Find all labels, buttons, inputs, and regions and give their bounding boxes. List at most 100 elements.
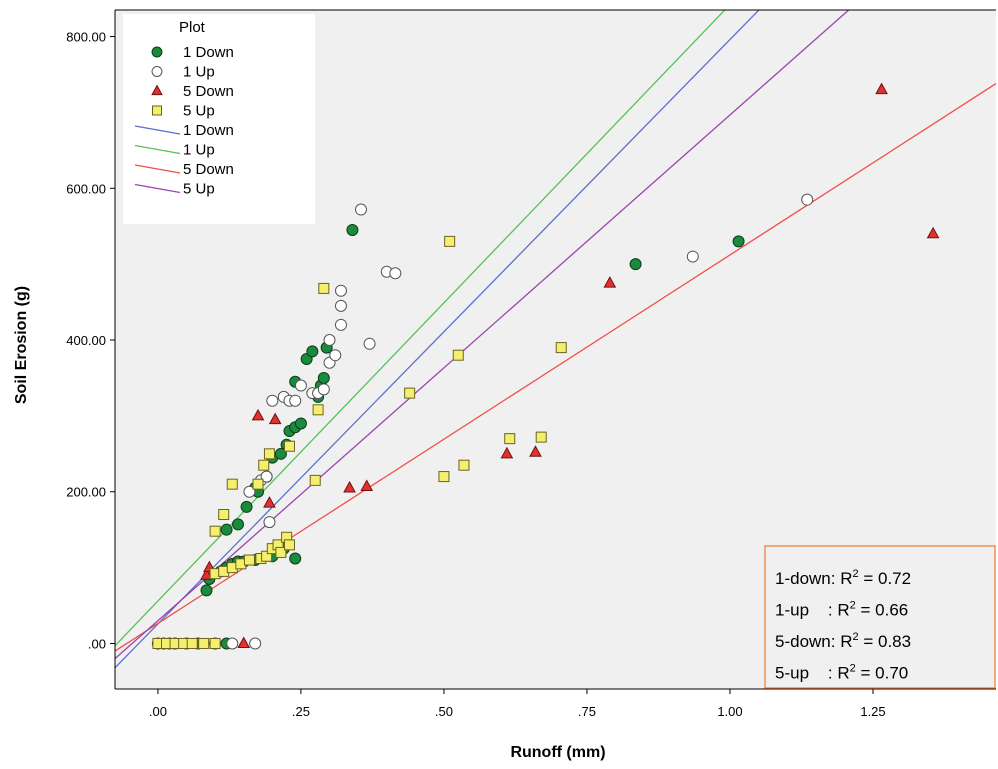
legend-marker-1-up-symbol bbox=[151, 66, 163, 77]
legend-line-5-down-symbol bbox=[134, 164, 181, 174]
legend-line-1-down-label: 1 Down bbox=[183, 122, 234, 139]
point-1-up bbox=[260, 470, 273, 483]
point-5-up bbox=[535, 431, 547, 443]
y-tick-label: .00 bbox=[88, 636, 106, 651]
legend-line-1-down-symbol bbox=[134, 125, 181, 135]
point-5-up bbox=[309, 474, 321, 486]
r2-annotation: 1-up : R2 = 0.66 bbox=[775, 600, 908, 620]
y-tick-label: 800.00 bbox=[66, 30, 106, 45]
point-1-down bbox=[306, 345, 319, 358]
point-5-up bbox=[504, 433, 516, 445]
point-1-down bbox=[294, 417, 307, 430]
point-1-up bbox=[317, 383, 330, 396]
point-1-down bbox=[274, 447, 287, 460]
point-5-up bbox=[555, 342, 567, 354]
point-5-up bbox=[318, 282, 330, 294]
point-5-up bbox=[458, 459, 470, 471]
legend-marker-1-up-label: 1 Up bbox=[183, 64, 215, 81]
point-5-up bbox=[252, 478, 264, 490]
legend-line-5-up-label: 5 Up bbox=[183, 181, 215, 198]
point-1-down bbox=[231, 518, 244, 531]
legend-marker-5-down-label: 5 Down bbox=[183, 83, 234, 100]
point-5-down bbox=[200, 568, 213, 580]
point-5-down bbox=[529, 445, 542, 457]
x-tick-label: .25 bbox=[292, 704, 310, 719]
y-tick-label: 400.00 bbox=[66, 333, 106, 348]
point-5-up bbox=[312, 404, 324, 416]
point-1-down bbox=[346, 224, 359, 237]
point-5-up bbox=[261, 550, 273, 562]
point-1-up bbox=[263, 516, 276, 529]
point-5-up bbox=[209, 525, 221, 537]
x-axis-title: Runoff (mm) bbox=[510, 744, 605, 761]
axes: .00 200.00 400.00 600.00 800.00 .00 .25 .50 .75 1… bbox=[66, 9, 996, 719]
point-1-up bbox=[334, 284, 347, 297]
point-1-up bbox=[363, 337, 376, 350]
point-5-up bbox=[444, 235, 456, 247]
y-tick-label: 600.00 bbox=[66, 181, 106, 196]
point-5-up bbox=[283, 539, 295, 551]
legend-marker-1-down-label: 1 Down bbox=[183, 44, 234, 61]
point-1-down bbox=[289, 552, 302, 565]
point-1-up bbox=[801, 193, 814, 206]
r2-annotation: 5-down: R2 = 0.83 bbox=[775, 631, 911, 651]
point-1-up bbox=[266, 394, 279, 407]
point-5-up bbox=[275, 546, 287, 558]
legend-marker-1-down-symbol bbox=[151, 46, 163, 58]
legend-line-1-up-label: 1 Up bbox=[183, 142, 215, 159]
legend-title: Plot bbox=[179, 19, 206, 36]
point-1-down bbox=[220, 523, 233, 536]
fit-line-1-down bbox=[115, 10, 760, 669]
point-5-up bbox=[263, 448, 275, 460]
point-5-down bbox=[268, 412, 282, 425]
point-5-down bbox=[237, 636, 251, 648]
point-1-up bbox=[294, 379, 307, 392]
data-points bbox=[151, 82, 940, 650]
legend: Plot 1 Down 1 Up 5 Down 5 Up 1 Down 1 Up 5 Down… bbox=[123, 14, 315, 224]
point-5-down bbox=[603, 276, 617, 288]
r2-annotation: 5-up : R2 = 0.70 bbox=[775, 663, 908, 683]
point-5-down bbox=[360, 479, 374, 491]
x-tick-label: 1.00 bbox=[717, 704, 742, 719]
point-5-down bbox=[263, 496, 276, 508]
legend-marker-5-down-symbol bbox=[151, 84, 163, 96]
legend-line-1-up-symbol bbox=[134, 144, 181, 155]
point-1-up bbox=[334, 299, 347, 312]
point-5-up bbox=[218, 509, 230, 521]
point-1-down bbox=[629, 258, 642, 271]
point-5-up bbox=[243, 554, 255, 566]
point-1-down bbox=[200, 584, 213, 597]
legend-marker-5-up-label: 5 Up bbox=[183, 103, 215, 120]
fit-line-5-up bbox=[115, 10, 850, 660]
point-1-up bbox=[686, 250, 699, 263]
point-5-up bbox=[452, 349, 464, 361]
point-5-down bbox=[500, 446, 514, 459]
legend-line-5-up-symbol bbox=[134, 183, 181, 194]
point-1-up bbox=[354, 203, 367, 216]
point-1-up bbox=[323, 334, 336, 347]
point-5-up bbox=[226, 478, 238, 490]
point-5-down bbox=[875, 82, 888, 95]
point-1-up bbox=[226, 637, 239, 650]
x-tick-label: .75 bbox=[578, 704, 596, 719]
x-tick-label: .50 bbox=[435, 704, 453, 719]
point-5-down bbox=[343, 480, 356, 493]
point-5-up bbox=[283, 440, 295, 452]
r2-annotation: 1-down: R2 = 0.72 bbox=[775, 568, 911, 588]
x-tick-label: 1.25 bbox=[860, 704, 885, 719]
y-tick-label: 200.00 bbox=[66, 485, 106, 500]
point-5-up bbox=[198, 637, 210, 649]
point-1-up bbox=[243, 485, 256, 498]
point-1-down bbox=[240, 500, 253, 513]
point-5-down bbox=[926, 226, 940, 239]
r2-box-border bbox=[764, 545, 996, 689]
point-5-up bbox=[186, 637, 198, 649]
y-axis-title: Soil Erosion (g) bbox=[13, 286, 30, 404]
point-5-up bbox=[258, 459, 270, 471]
point-5-down bbox=[251, 408, 265, 421]
point-1-up bbox=[329, 349, 342, 362]
point-5-up bbox=[438, 471, 450, 483]
fit-line-1-up bbox=[115, 10, 726, 647]
point-1-up bbox=[249, 637, 262, 650]
